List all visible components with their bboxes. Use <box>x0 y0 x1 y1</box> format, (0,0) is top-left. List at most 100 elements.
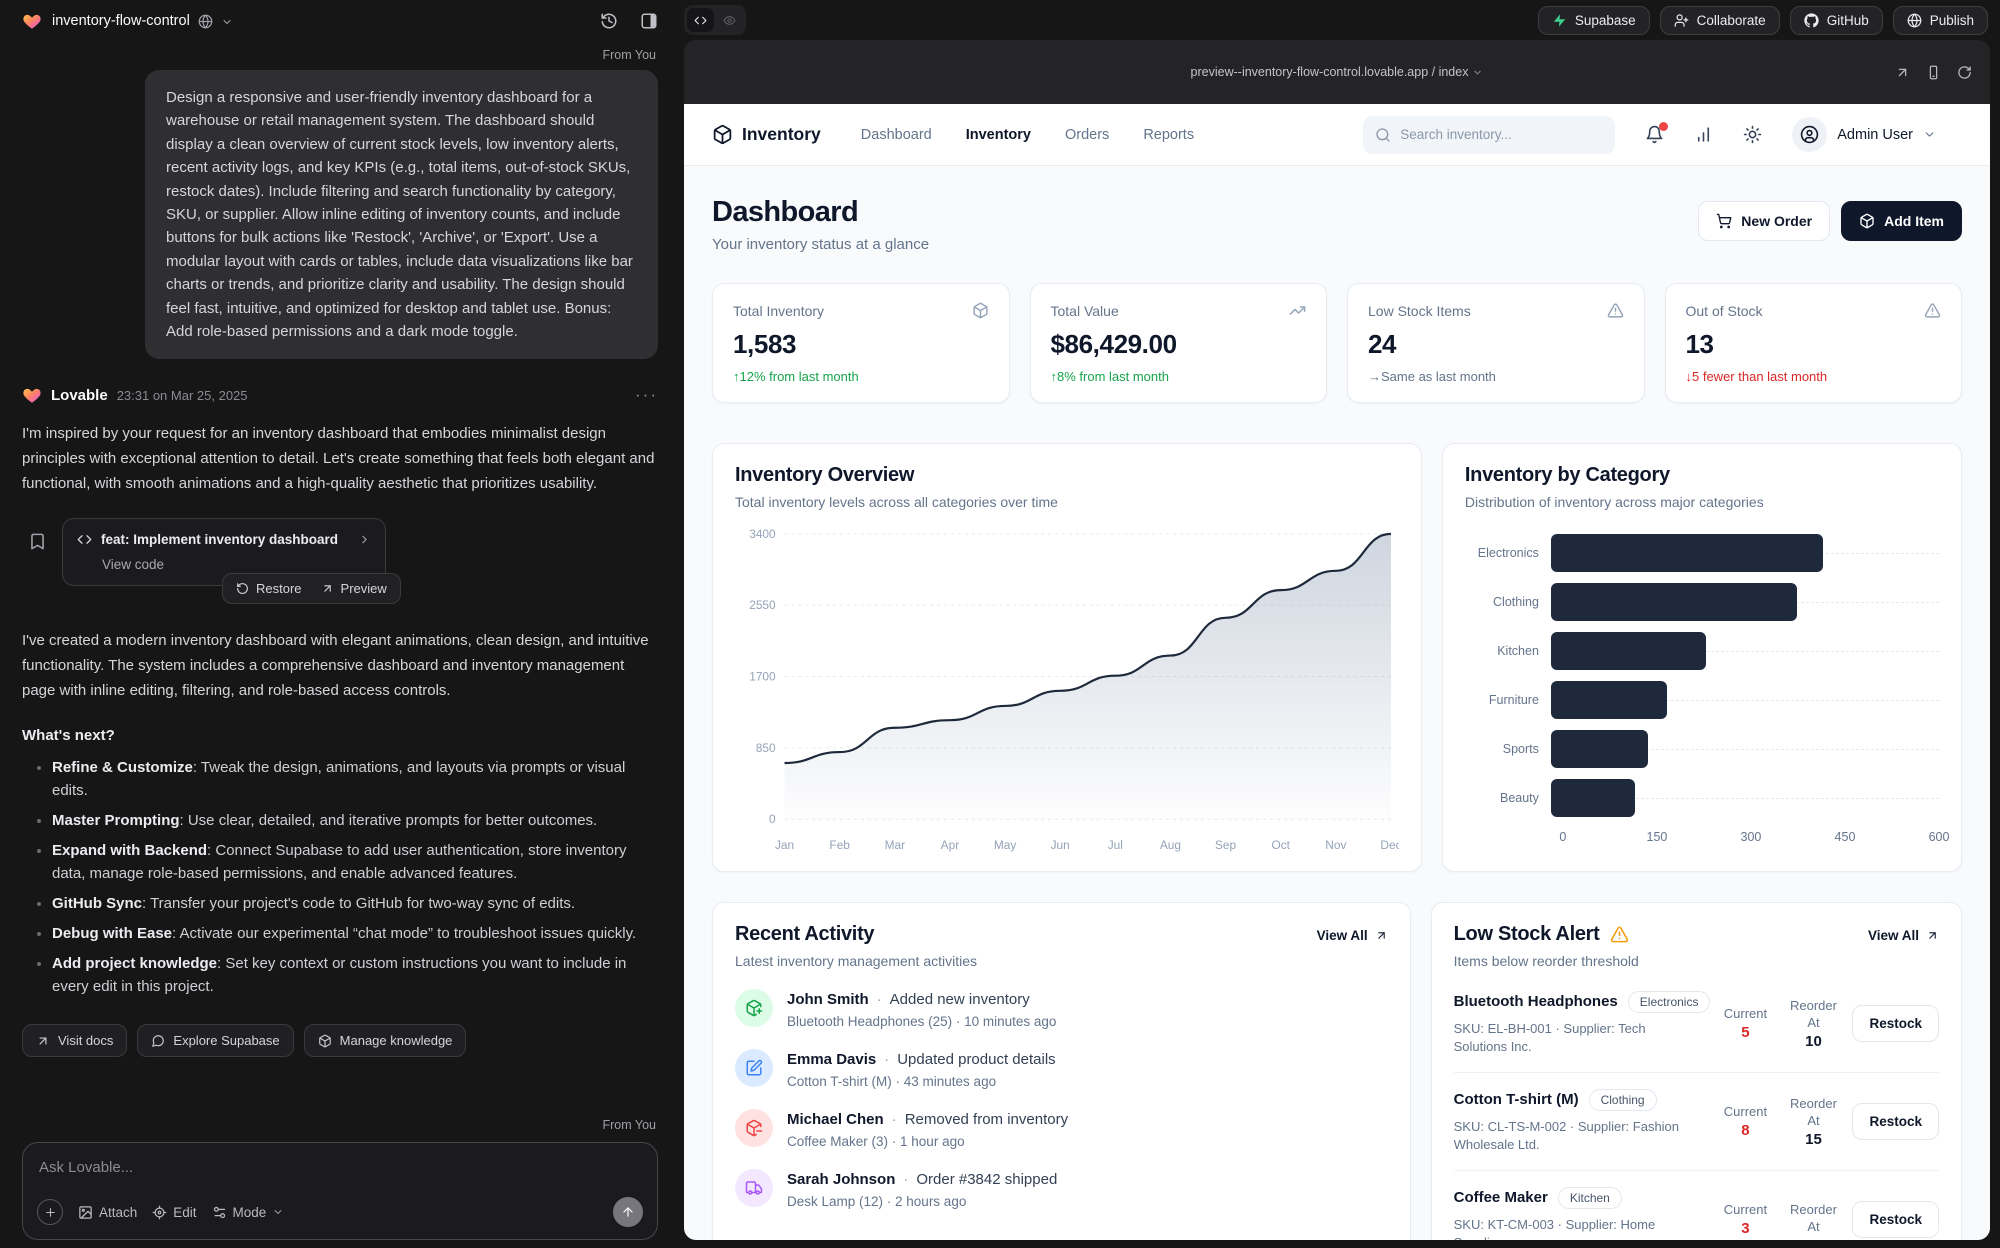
history-icon[interactable] <box>600 12 618 30</box>
globe-icon <box>198 14 213 29</box>
explore-supabase-button[interactable]: Explore Supabase <box>137 1024 294 1058</box>
svg-text:Oct: Oct <box>1271 838 1290 852</box>
activity-icon-circle <box>735 1168 773 1207</box>
chevron-down-icon[interactable] <box>221 15 233 27</box>
chevron-down-icon[interactable] <box>1472 67 1483 78</box>
kpi-label: Total Inventory <box>733 302 825 319</box>
chevron-right-icon[interactable] <box>358 533 371 546</box>
view-all-link[interactable]: View All <box>1317 928 1388 943</box>
package-plus-icon <box>746 999 763 1017</box>
arrow-up-right-icon <box>321 582 334 595</box>
svg-text:850: 850 <box>756 741 776 755</box>
restock-button[interactable]: Restock <box>1852 1004 1939 1042</box>
bar-row: Electronics <box>1465 528 1940 577</box>
nav-link-reports[interactable]: Reports <box>1143 126 1195 143</box>
kpi-value: 1,583 <box>733 329 797 359</box>
preview-button[interactable]: Preview <box>321 581 387 596</box>
category-bar-chart: Electronics Clothing Kitchen Furniture Sport… <box>1465 528 1949 852</box>
mobile-view-icon[interactable] <box>1926 65 1941 80</box>
commit-title: feat: Implement inventory dashboard <box>101 532 339 548</box>
avatar <box>1792 117 1828 152</box>
search-box <box>1363 115 1616 154</box>
bar-axis-tick: 300 <box>1740 830 1762 844</box>
notifications-button[interactable] <box>1645 122 1669 144</box>
activity-row: Sarah Johnson · Order #3842 shipped Desk La… <box>735 1168 1388 1209</box>
collaborate-button[interactable]: Collaborate <box>1659 5 1780 35</box>
app-navbar: Inventory Dashboard Inventory Orders Report… <box>684 104 1990 166</box>
kpi-card: Out of Stock 13 ↓5 fewer than last month <box>1664 283 1962 403</box>
bar-axis-tick: 150 <box>1646 830 1668 844</box>
github-label: GitHub <box>1826 12 1869 28</box>
new-order-label: New Order <box>1741 213 1813 229</box>
manage-knowledge-button[interactable]: Manage knowledge <box>303 1024 467 1058</box>
publish-button[interactable]: Publish <box>1892 5 1988 35</box>
bar-category-label: Electronics <box>1477 545 1539 560</box>
bar-axis-tick: 450 <box>1834 830 1856 844</box>
reorder-stat: Reorder At 15 <box>1789 1095 1837 1148</box>
add-item-button[interactable]: Add Item <box>1841 201 1962 241</box>
send-button[interactable] <box>613 1197 643 1227</box>
assistant-intro: I'm inspired by your request for an inve… <box>22 425 655 493</box>
code-icon <box>77 532 92 547</box>
charts-row: Inventory Overview Total inventory level… <box>712 443 1962 872</box>
bar-category-label: Furniture <box>1488 692 1539 707</box>
app-brand[interactable]: Inventory <box>712 124 821 145</box>
page-title: Dashboard <box>712 196 859 228</box>
supabase-bolt-icon <box>1552 13 1567 28</box>
bar-category-label: Kitchen <box>1497 643 1539 658</box>
svg-text:0: 0 <box>769 812 776 826</box>
nav-link-orders[interactable]: Orders <box>1064 126 1110 143</box>
open-external-icon[interactable] <box>1895 65 1910 80</box>
mode-selector[interactable]: Mode <box>212 1205 285 1220</box>
preview-url[interactable]: preview--inventory-flow-control.lovable.… <box>1190 65 1469 79</box>
svg-text:May: May <box>994 838 1016 852</box>
box-icon <box>318 1034 332 1048</box>
project-name[interactable]: inventory-flow-control <box>52 13 190 29</box>
arrow-up-right-icon <box>1926 929 1939 942</box>
refresh-icon[interactable] <box>1957 65 1972 80</box>
panel-toggle-icon[interactable] <box>640 12 658 30</box>
view-code-link[interactable]: View code <box>102 557 165 573</box>
kpi-delta: ↑12% from last month <box>733 369 859 384</box>
bar-rows: Electronics Clothing Kitchen Furniture Sport… <box>1465 528 1940 822</box>
user-menu[interactable]: Admin User <box>1792 117 1936 152</box>
new-order-button[interactable]: New Order <box>1698 201 1831 241</box>
nav-link-inventory[interactable]: Inventory <box>965 126 1031 143</box>
visit-docs-button[interactable]: Visit docs <box>22 1024 128 1058</box>
svg-text:3400: 3400 <box>749 527 776 541</box>
sun-icon <box>1743 125 1762 144</box>
chat-header: inventory-flow-control <box>22 0 658 42</box>
activity-user: Michael Chen <box>787 1110 884 1128</box>
view-all-link[interactable]: View All <box>1868 928 1939 943</box>
github-button[interactable]: GitHub <box>1789 5 1883 35</box>
restock-button[interactable]: Restock <box>1852 1102 1939 1140</box>
manage-knowledge-label: Manage knowledge <box>339 1033 453 1049</box>
assistant-header: Lovable 23:31 on Mar 25, 2025 ··· <box>22 385 658 405</box>
assistant-name: Lovable <box>51 386 108 404</box>
attach-button[interactable]: Attach <box>78 1205 137 1220</box>
package-icon <box>1859 213 1875 229</box>
more-options-icon[interactable]: ··· <box>635 385 658 405</box>
nav-link-dashboard[interactable]: Dashboard <box>860 126 932 143</box>
bar <box>1550 680 1668 719</box>
search-input[interactable] <box>1363 115 1616 154</box>
code-preview-toggle[interactable] <box>684 5 746 35</box>
activity-detail: Bluetooth Headphones (25) · 10 minutes a… <box>787 1013 1057 1029</box>
svg-text:Jun: Jun <box>1051 838 1070 852</box>
preview-url-bar[interactable]: preview--inventory-flow-control.lovable.… <box>684 40 1990 104</box>
theme-toggle[interactable] <box>1743 125 1762 144</box>
supabase-button[interactable]: Supabase <box>1537 5 1650 35</box>
activity-row: Michael Chen · Removed from inventory Coffe… <box>735 1108 1388 1149</box>
bookmark-icon[interactable] <box>28 532 47 551</box>
preview-toggle-segment[interactable] <box>716 8 743 32</box>
restock-button[interactable]: Restock <box>1852 1200 1939 1238</box>
brand-label: Inventory <box>742 124 821 144</box>
edit-button[interactable]: Edit <box>152 1205 197 1220</box>
code-toggle-segment[interactable] <box>687 8 714 32</box>
restore-button[interactable]: Restore <box>236 581 302 596</box>
analytics-button[interactable] <box>1694 125 1713 144</box>
add-button[interactable] <box>37 1199 63 1225</box>
sku-supplier-line: SKU: EL-BH-001 · Supplier: Tech Solution… <box>1453 1020 1646 1054</box>
activity-detail: Coffee Maker (3) · 1 hour ago <box>787 1133 965 1149</box>
chat-input[interactable] <box>37 1158 643 1177</box>
